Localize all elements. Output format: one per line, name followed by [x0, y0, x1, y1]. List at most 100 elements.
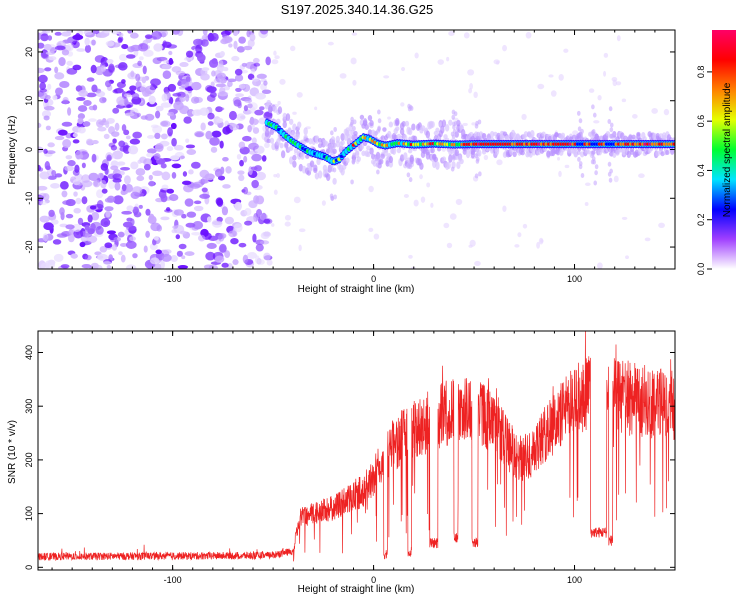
spectrogram-halo-cell: [367, 115, 373, 121]
spectrogram-speckle-cell: [430, 202, 434, 208]
spectrogram-noise-cell: [252, 127, 260, 134]
spectrogram-noise-cell: [149, 257, 160, 265]
spectrogram-noise-cell: [224, 30, 232, 36]
spectrogram-streak-cell: [474, 173, 479, 179]
spectrogram-noise-cell: [105, 80, 112, 88]
spectrogram-noise-cell: [257, 259, 265, 265]
spectrogram-halo-cell: [401, 120, 406, 127]
spectrogram-noise-cell: [126, 104, 132, 109]
spectrogram-noise-cell: [200, 73, 210, 81]
spectrogram-noise-cell: [72, 132, 78, 138]
spectrogram-noise-cell: [61, 49, 70, 56]
spectrogram-speckle-cell: [296, 92, 303, 98]
spectrogram-noise-cell: [167, 127, 173, 137]
spectrogram-noise-cell: [100, 218, 111, 228]
spectrogram-noise-cell: [84, 37, 90, 46]
spectrogram-streak-cell: [594, 170, 598, 176]
spectrogram-noise-cell: [193, 200, 202, 205]
spectrogram-noise-cell: [222, 126, 231, 135]
spectrogram-noise-cell: [73, 191, 78, 197]
spectrogram-noise-cell: [261, 155, 267, 162]
snr-axes: -100 0 100 0 100 200 300 400: [24, 331, 676, 585]
spectrogram-streak-cell: [351, 158, 356, 164]
spectrogram-noise-cell: [235, 87, 242, 92]
spectrogram-streak-cell: [578, 164, 583, 170]
spectrogram-streak-cell: [352, 126, 356, 132]
colorbar-tick-label: 0.2: [696, 213, 706, 226]
spectrogram-noise-cell: [100, 179, 107, 189]
spectrogram-noise-cell: [38, 32, 42, 41]
spectrogram-noise-cell: [232, 30, 239, 36]
spectrogram-speckle-cell: [350, 57, 357, 65]
spectrogram-speckle-cell: [284, 221, 291, 227]
spectrogram-halo-cell: [383, 149, 389, 157]
spectrogram-noise-cell: [155, 105, 164, 112]
spectrogram-noise-cell: [202, 30, 208, 36]
spectrogram-speckle-cell: [401, 66, 406, 72]
spectrogram-noise-cell: [104, 242, 113, 249]
spectrogram-speckle-cell: [420, 196, 426, 203]
x-tick-label: 0: [371, 274, 376, 284]
spectrogram-noise-cell: [111, 30, 120, 35]
spectrogram-noise-cell: [146, 135, 155, 139]
spectrogram-noise-cell: [214, 255, 225, 263]
spectrogram-noise-cell: [62, 200, 72, 205]
spectrogram-speckle-cell: [514, 244, 520, 248]
spectrogram-noise-cell: [221, 262, 229, 268]
spectrogram-noise-cell: [132, 253, 138, 259]
y-tick-label: 300: [24, 399, 34, 414]
spectrogram-speckle-cell: [469, 83, 474, 90]
spectrogram-noise-cell: [206, 216, 212, 223]
spectrogram-noise-cell: [166, 188, 175, 194]
spectrogram-speckle-cell: [658, 222, 665, 229]
spectrogram-streak-cell: [377, 153, 381, 159]
spectrogram-noise-cell: [243, 105, 249, 112]
spectrogram-halo-cell: [433, 156, 439, 163]
spectrogram-halo-cell: [303, 127, 308, 136]
spectrogram-halo-cell: [441, 119, 447, 128]
spectrogram-streak-cell: [374, 156, 379, 162]
spectrogram-noise-cell: [126, 217, 133, 222]
spectrogram-noise-cell: [217, 91, 229, 97]
spectrogram-noise-cell: [177, 91, 186, 99]
spectrogram-noise-cell: [209, 59, 219, 68]
spectrogram-noise-cell: [42, 193, 50, 201]
spectrogram-noise-cell: [78, 89, 89, 97]
spectrogram-noise-cell: [191, 81, 202, 91]
spectrogram-noise-cell: [184, 251, 195, 256]
spectrogram-noise-cell: [46, 30, 51, 34]
spectrogram-noise-cell: [251, 137, 257, 144]
spectrogram-noise-cell: [39, 82, 47, 90]
spectrogram-noise-cell: [59, 181, 69, 190]
spectrogram-noise-cell: [152, 170, 163, 177]
spectrogram-noise-cell: [143, 245, 148, 253]
spectrogram-noise-cell: [153, 153, 161, 161]
spectrogram-speckle-cell: [540, 239, 544, 243]
spectrogram-noise-cell: [203, 264, 214, 269]
spectrogram-noise-cell: [135, 81, 142, 89]
spectrogram-noise-cell: [150, 222, 161, 232]
spectrogram-speckle-cell: [597, 262, 603, 269]
spectrogram-noise-cell: [176, 250, 183, 257]
spectrogram-speckle-cell: [314, 106, 318, 111]
spectrogram-noise-cell: [129, 138, 141, 145]
spectrogram-noise-cell: [221, 206, 229, 216]
spectrogram-noise-cell: [212, 220, 223, 226]
spectrogram-halo-cell: [379, 158, 384, 165]
spectrogram-noise-cell: [61, 190, 68, 198]
spectrogram-noise-cell: [81, 174, 91, 183]
spectrogram-noise-cell: [124, 112, 135, 117]
spectrogram-speckle-cell: [564, 164, 570, 169]
spectrogram-halo-cell: [523, 131, 529, 138]
spectrogram-noise-cell: [259, 240, 270, 245]
spectrogram-speckle-cell: [373, 233, 380, 240]
spectrogram-noise-cell: [182, 171, 188, 177]
spectrogram-noise-cell: [113, 236, 121, 242]
spectrogram-noise-cell: [126, 54, 136, 59]
y-tick-label: 0: [24, 565, 34, 570]
spectrogram-noise-cell: [118, 251, 123, 256]
spectrogram-noise-cell: [165, 207, 171, 212]
spectrogram-noise-cell: [263, 218, 271, 224]
spectrogram-noise-cell: [171, 163, 182, 169]
spectrogram-noise-cell: [62, 139, 72, 149]
